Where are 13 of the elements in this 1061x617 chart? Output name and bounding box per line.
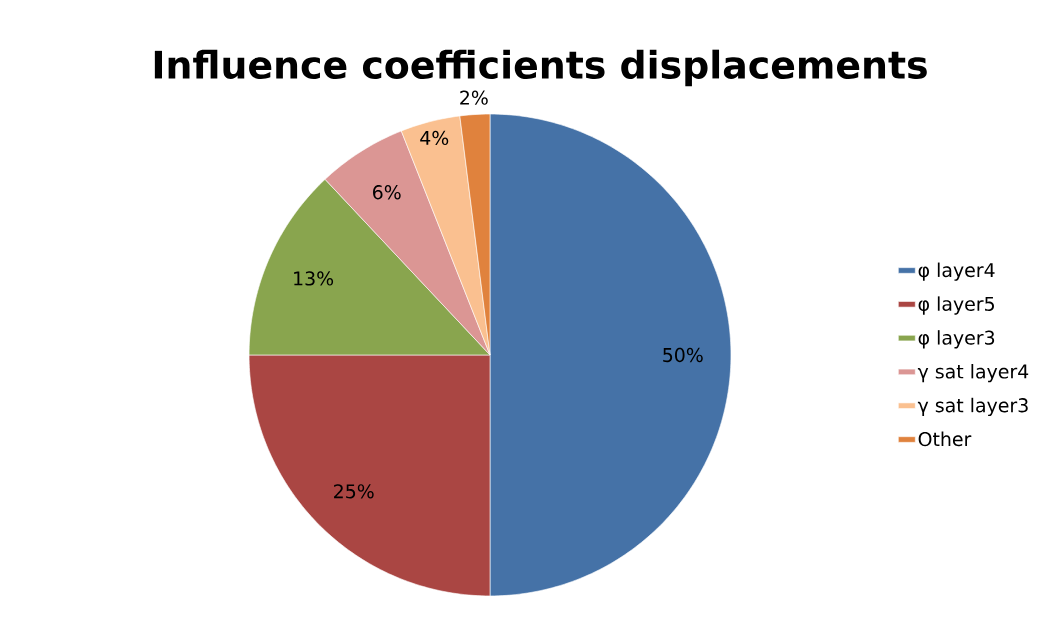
data-label: 2% [460, 90, 488, 105]
data-label: 25% [334, 484, 374, 499]
data-label: 50% [663, 347, 703, 363]
data-label: 6% [373, 185, 401, 200]
data-label: 4% [420, 130, 449, 146]
legend-label: γ sat layer4 [917, 363, 1029, 383]
chart-title: Influence coefficients displacements [154, 49, 927, 87]
legend-label: φ layer4 [918, 262, 995, 281]
legend-label: φ layer3 [918, 330, 995, 349]
legend-label: γ sat layer3 [917, 397, 1028, 417]
data-label: 13% [294, 271, 334, 286]
legend-label: Other [918, 431, 972, 447]
legend-label: φ layer5 [918, 296, 994, 315]
